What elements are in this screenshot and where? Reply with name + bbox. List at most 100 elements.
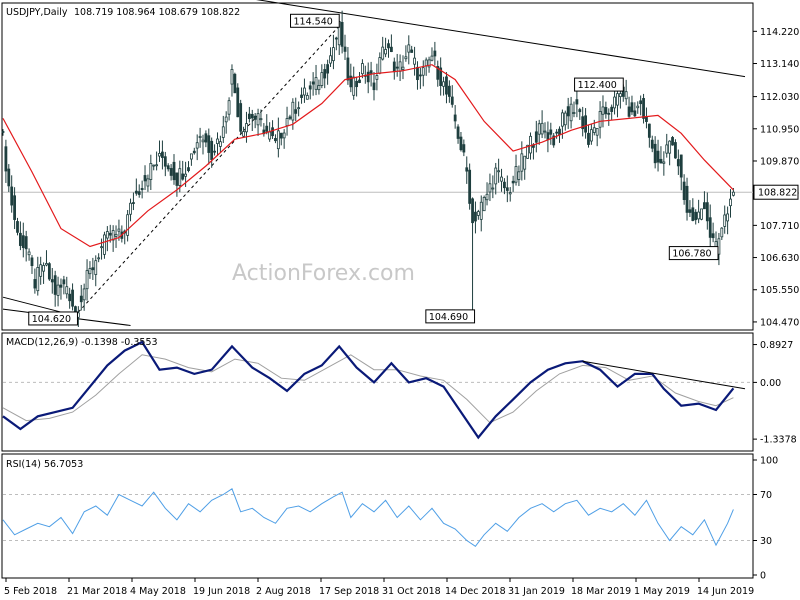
candle-body: [560, 112, 564, 127]
candle-body: [729, 198, 732, 207]
candle-body: [268, 131, 272, 140]
candle: [53, 270, 57, 307]
candle: [33, 268, 37, 294]
candle-body: [91, 267, 95, 271]
x-tick-label: 4 May 2018: [130, 586, 186, 597]
candle: [308, 81, 312, 100]
candle-body: [195, 142, 199, 149]
candle: [572, 101, 576, 118]
candle: [320, 64, 324, 89]
price-tick-label: 109.870: [760, 156, 799, 167]
candle: [279, 132, 283, 146]
annotation-box: [28, 311, 78, 326]
candle: [259, 109, 263, 127]
candle-body: [624, 91, 628, 100]
candle: [491, 175, 495, 199]
candle: [703, 191, 706, 210]
candle-body: [189, 153, 193, 160]
candle: [694, 209, 698, 225]
candle-body: [604, 107, 608, 115]
candle-body: [317, 85, 321, 91]
candle: [384, 37, 387, 58]
candle-body: [166, 165, 170, 170]
candle: [146, 174, 150, 192]
candle-body: [630, 102, 634, 113]
candle: [245, 111, 248, 143]
candle-body: [16, 221, 19, 233]
price-tick-label: 113.140: [760, 59, 799, 70]
candle-body: [259, 118, 263, 121]
candle-body: [688, 209, 692, 213]
candle: [317, 79, 321, 95]
candle: [85, 259, 89, 301]
candle-body: [659, 158, 663, 164]
candle-body: [103, 234, 106, 255]
candle-body: [303, 87, 306, 96]
candle: [103, 231, 106, 259]
candle-body: [476, 211, 480, 216]
candle: [1, 129, 5, 136]
candle-body: [346, 57, 350, 81]
x-tick-label: 18 Mar 2019: [571, 586, 631, 597]
candle: [224, 111, 228, 134]
candle-body: [271, 127, 274, 137]
candle-body: [526, 144, 530, 159]
candle-body: [207, 135, 211, 153]
candle-body: [474, 211, 477, 222]
candle-body: [592, 127, 596, 133]
candle-body: [79, 295, 83, 303]
candle: [129, 198, 132, 222]
candle: [624, 79, 628, 106]
candle-body: [456, 126, 460, 139]
rsi-title: RSI(14) 56.7053: [6, 459, 83, 470]
candle: [723, 205, 727, 234]
candle-body: [36, 267, 40, 292]
candle: [59, 278, 63, 300]
candle: [413, 46, 416, 76]
candle-body: [82, 288, 86, 301]
x-tick-label: 21 Mar 2018: [67, 586, 127, 597]
candle-body: [126, 214, 130, 236]
candle: [340, 10, 344, 54]
candle-body: [398, 61, 402, 72]
candle: [16, 217, 19, 236]
candle-body: [334, 37, 338, 40]
candle: [503, 178, 506, 195]
candle-body: [395, 66, 399, 69]
candle-body: [558, 128, 561, 135]
candle: [175, 172, 179, 197]
candle-body: [543, 130, 547, 133]
candle-body: [639, 100, 643, 105]
candle: [366, 62, 370, 94]
candle: [450, 85, 454, 108]
candle-body: [427, 59, 431, 68]
candle-body: [308, 85, 312, 90]
candle: [297, 101, 301, 117]
candle-body: [42, 265, 45, 272]
candle: [604, 101, 608, 119]
x-tick-label: 17 Sep 2018: [319, 586, 379, 597]
candle-body: [642, 98, 645, 119]
x-tick-label: 1 May 2019: [634, 586, 690, 597]
candle: [468, 163, 472, 210]
price-tick-label: 105.550: [760, 285, 799, 296]
candle-body: [132, 202, 135, 204]
candle: [247, 106, 251, 123]
candle-body: [323, 69, 327, 79]
watermark: ActionForex.com: [232, 261, 415, 286]
candle: [505, 175, 509, 203]
candle: [543, 122, 547, 139]
candle: [462, 139, 466, 157]
candle-body: [627, 106, 631, 117]
candle: [13, 187, 16, 230]
candle: [372, 71, 376, 101]
candle: [395, 53, 399, 77]
candle-body: [708, 217, 712, 238]
candle-body: [68, 293, 72, 302]
candle-body: [187, 167, 190, 172]
candle: [27, 248, 31, 261]
candle: [563, 110, 567, 131]
candle-body: [436, 66, 440, 80]
candle-body: [169, 168, 173, 176]
candle: [401, 55, 405, 80]
